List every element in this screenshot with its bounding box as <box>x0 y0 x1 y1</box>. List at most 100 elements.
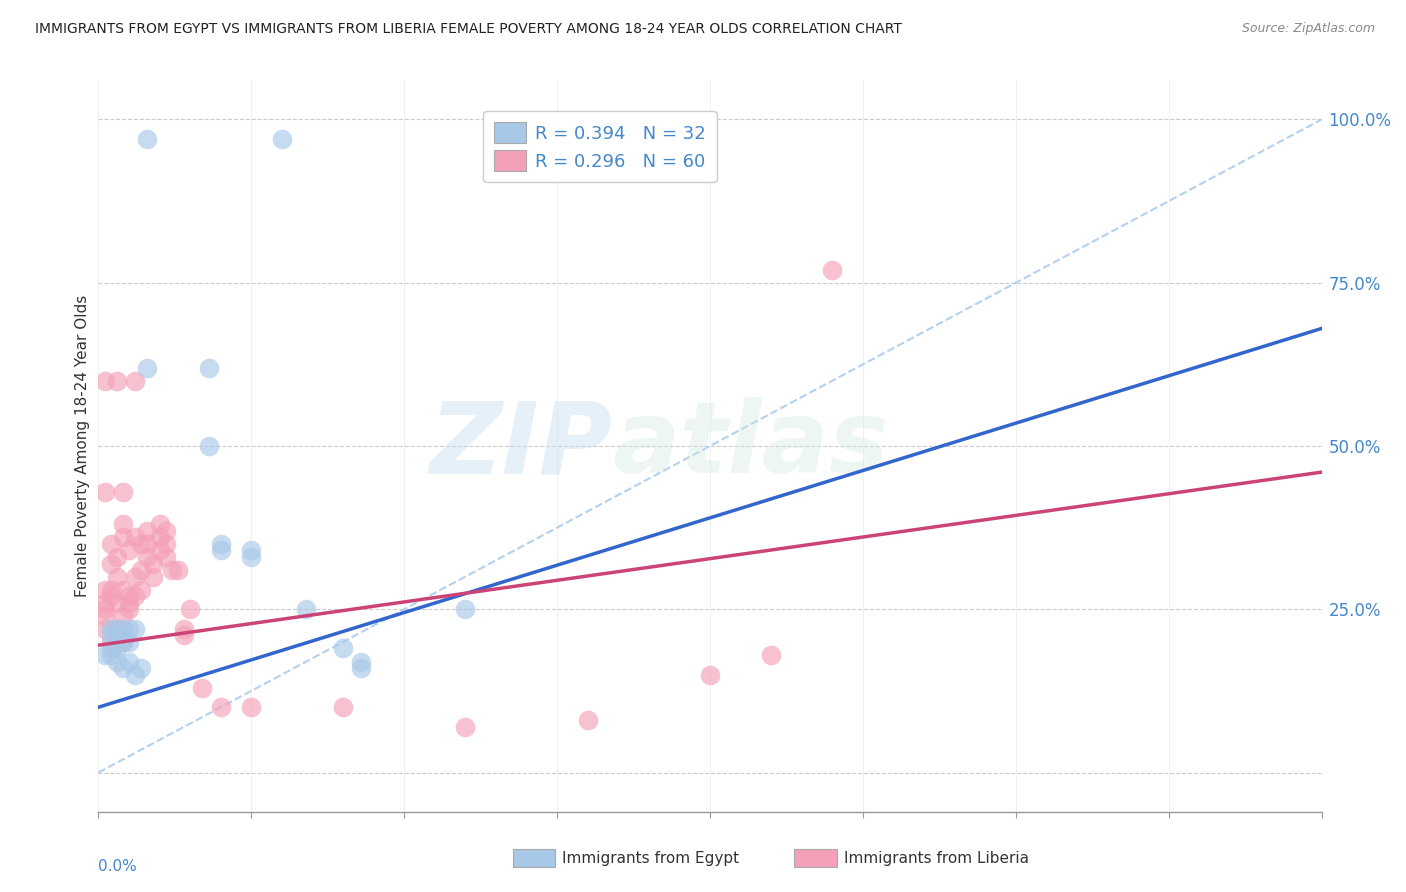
Point <box>93 622 115 636</box>
Point <box>240 549 263 564</box>
Point <box>209 700 232 714</box>
Text: IMMIGRANTS FROM EGYPT VS IMMIGRANTS FROM LIBERIA FEMALE POVERTY AMONG 18-24 YEAR: IMMIGRANTS FROM EGYPT VS IMMIGRANTS FROM… <box>35 22 903 37</box>
Point <box>149 530 172 544</box>
Point <box>155 549 177 564</box>
Point <box>454 602 477 616</box>
Point <box>136 524 159 538</box>
Point <box>350 661 373 675</box>
Point <box>129 582 152 597</box>
Point <box>124 530 146 544</box>
Point <box>129 563 152 577</box>
Point <box>118 655 141 669</box>
Text: 0.0%: 0.0% <box>98 859 138 874</box>
Point <box>124 589 146 603</box>
Point <box>111 608 134 623</box>
Point <box>118 602 141 616</box>
Point <box>129 537 152 551</box>
Point <box>118 543 141 558</box>
Point <box>136 132 159 146</box>
Point <box>93 374 115 388</box>
Point <box>105 622 128 636</box>
Point <box>100 582 122 597</box>
Point <box>699 667 721 681</box>
Point <box>111 635 134 649</box>
Point <box>167 563 190 577</box>
Point <box>821 262 844 277</box>
Text: atlas: atlas <box>612 398 889 494</box>
Point <box>240 700 263 714</box>
Point <box>100 589 122 603</box>
Point <box>124 374 146 388</box>
Point <box>100 648 122 662</box>
Point <box>118 589 141 603</box>
Point <box>105 622 128 636</box>
Point <box>129 661 152 675</box>
Text: ZIP: ZIP <box>429 398 612 494</box>
Point <box>124 569 146 583</box>
Point <box>124 622 146 636</box>
Point <box>149 543 172 558</box>
Point <box>576 714 599 728</box>
Point <box>100 628 122 642</box>
Point <box>93 582 115 597</box>
Point <box>105 635 128 649</box>
Text: Source: ZipAtlas.com: Source: ZipAtlas.com <box>1241 22 1375 36</box>
Point <box>191 681 214 695</box>
Point <box>142 569 165 583</box>
Point <box>759 648 782 662</box>
Point <box>111 635 134 649</box>
Point <box>105 641 128 656</box>
Point <box>332 641 354 656</box>
Point <box>209 537 232 551</box>
Point <box>111 622 134 636</box>
Point <box>93 596 115 610</box>
Point <box>105 628 128 642</box>
Point <box>173 622 195 636</box>
Point <box>454 720 477 734</box>
Point <box>111 530 134 544</box>
Point <box>105 569 128 583</box>
Point <box>173 628 195 642</box>
Point <box>100 622 122 636</box>
Point <box>179 602 201 616</box>
Point <box>155 524 177 538</box>
Point <box>111 484 134 499</box>
Point <box>149 517 172 532</box>
Point <box>93 484 115 499</box>
Point <box>118 635 141 649</box>
Point <box>270 132 292 146</box>
Point <box>136 360 159 375</box>
Point <box>209 543 232 558</box>
Point <box>100 635 122 649</box>
Point <box>118 596 141 610</box>
Point <box>111 582 134 597</box>
Point <box>93 608 115 623</box>
Point <box>105 549 128 564</box>
Point <box>93 648 115 662</box>
Point <box>332 700 354 714</box>
Point <box>100 557 122 571</box>
Point <box>136 549 159 564</box>
Point <box>111 517 134 532</box>
Point <box>100 537 122 551</box>
Point <box>118 622 141 636</box>
Point <box>111 661 134 675</box>
Point <box>160 563 183 577</box>
Point <box>142 557 165 571</box>
Point <box>295 602 318 616</box>
Text: Immigrants from Liberia: Immigrants from Liberia <box>844 851 1029 865</box>
Point <box>350 655 373 669</box>
Point <box>197 360 219 375</box>
Point <box>93 602 115 616</box>
Point <box>100 641 122 656</box>
Text: Immigrants from Egypt: Immigrants from Egypt <box>562 851 740 865</box>
Point <box>124 667 146 681</box>
Point <box>136 537 159 551</box>
Point <box>105 655 128 669</box>
Point <box>105 596 128 610</box>
Point <box>197 439 219 453</box>
Legend: R = 0.394   N = 32, R = 0.296   N = 60: R = 0.394 N = 32, R = 0.296 N = 60 <box>484 112 717 182</box>
Y-axis label: Female Poverty Among 18-24 Year Olds: Female Poverty Among 18-24 Year Olds <box>75 295 90 597</box>
Point <box>155 537 177 551</box>
Point <box>240 543 263 558</box>
